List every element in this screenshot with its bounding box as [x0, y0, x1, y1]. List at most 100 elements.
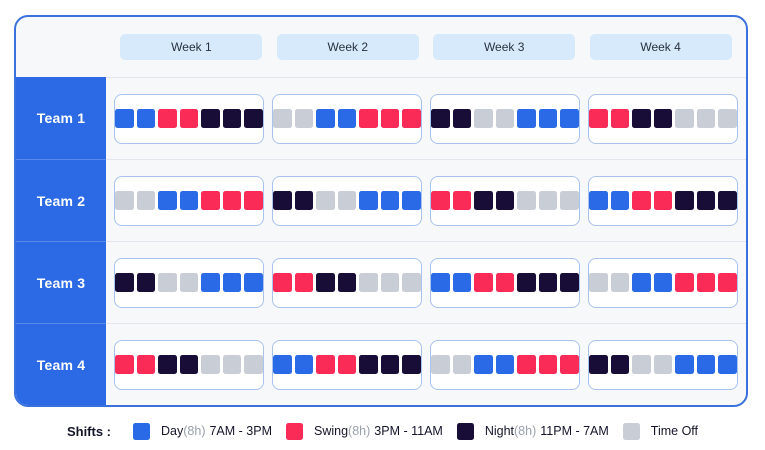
- legend-swatch-night: [456, 422, 474, 440]
- team-row: Team 4: [16, 323, 746, 405]
- shift-square-night: [244, 109, 263, 128]
- shift-square-day: [380, 191, 400, 210]
- shift-square-swing: [431, 191, 450, 210]
- shift-square-timeoff: [273, 109, 292, 128]
- schedule-cell: [272, 93, 422, 144]
- shift-square-timeoff: [359, 273, 378, 292]
- legend-shift-name: Day: [161, 424, 184, 438]
- legend-item-night: Night (8h) 11PM - 7AM: [456, 422, 609, 440]
- schedule-cell: [430, 175, 580, 226]
- schedule-cell: [272, 175, 422, 226]
- shift-square-timeoff: [222, 355, 242, 374]
- shift-square-day: [718, 355, 737, 374]
- team-week-cells: [106, 241, 746, 323]
- shift-square-swing: [653, 191, 673, 210]
- legend-shift-hours: (8h): [514, 424, 537, 438]
- shift-square-night: [538, 273, 558, 292]
- week-badge: Week 2: [276, 34, 419, 60]
- team-row: Team 1: [16, 77, 746, 159]
- week-badge: Week 3: [433, 34, 576, 60]
- shift-square-night: [474, 191, 493, 210]
- shift-square-swing: [718, 273, 737, 292]
- shift-square-timeoff: [244, 355, 263, 374]
- shift-square-day: [452, 273, 472, 292]
- shift-square-swing: [696, 273, 716, 292]
- shift-square-timeoff: [589, 273, 608, 292]
- shift-square-day: [402, 191, 421, 210]
- shift-square-day: [696, 355, 716, 374]
- schedule-cell: [272, 339, 422, 390]
- shift-square-night: [158, 355, 177, 374]
- shift-square-day: [222, 273, 242, 292]
- shift-square-night: [675, 191, 694, 210]
- schedule-cell: [430, 339, 580, 390]
- shift-square-swing: [158, 109, 177, 128]
- legend-shift-time: 11PM - 7AM: [540, 424, 609, 438]
- shift-square-swing: [244, 191, 263, 210]
- shift-square-day: [337, 109, 357, 128]
- shift-square-day: [316, 109, 335, 128]
- shift-square-swing: [222, 191, 242, 210]
- shift-square-night: [201, 109, 220, 128]
- shift-square-timeoff: [380, 273, 400, 292]
- shift-square-swing: [380, 109, 400, 128]
- shift-square-day: [273, 355, 292, 374]
- team-label: Team 1: [16, 77, 106, 159]
- shift-square-night: [115, 273, 134, 292]
- schedule-cell: [588, 257, 738, 308]
- shift-square-night: [452, 109, 472, 128]
- shift-square-swing: [452, 191, 472, 210]
- shift-square-night: [136, 273, 156, 292]
- shift-square-swing: [179, 109, 199, 128]
- shift-square-swing: [316, 355, 335, 374]
- shift-square-day: [610, 191, 630, 210]
- schedule-cell: [588, 93, 738, 144]
- team-label: Team 2: [16, 159, 106, 241]
- team-row: Team 2: [16, 159, 746, 241]
- shift-square-timeoff: [179, 273, 199, 292]
- shift-square-night: [517, 273, 536, 292]
- shift-square-swing: [294, 273, 314, 292]
- shift-square-swing: [675, 273, 694, 292]
- shift-square-swing: [337, 355, 357, 374]
- shift-square-swing: [517, 355, 536, 374]
- shift-square-timeoff: [158, 273, 177, 292]
- week-badge: Week 1: [120, 34, 263, 60]
- shift-square-timeoff: [560, 191, 579, 210]
- grid-body: Team 1 Team 2 Team 3 Team 4: [16, 77, 746, 405]
- schedule-cell: [114, 175, 264, 226]
- shift-square-swing: [632, 191, 651, 210]
- shift-square-day: [675, 355, 694, 374]
- shift-square-night: [222, 109, 242, 128]
- shift-square-night: [696, 191, 716, 210]
- shift-square-night: [337, 273, 357, 292]
- team-label: Team 4: [16, 323, 106, 405]
- shift-square-swing: [136, 355, 156, 374]
- legend-shift-name: Time Off: [650, 424, 699, 438]
- shift-square-swing: [610, 109, 630, 128]
- shift-square-timeoff: [337, 191, 357, 210]
- shift-square-night: [179, 355, 199, 374]
- legend-swatch-swing: [286, 422, 303, 440]
- legend-shift-time: 3PM - 11AM: [374, 424, 443, 438]
- shift-square-night: [273, 191, 292, 210]
- shift-square-swing: [201, 191, 220, 210]
- schedule-cell: [588, 175, 738, 226]
- shift-square-night: [718, 191, 737, 210]
- shift-square-timeoff: [653, 355, 673, 374]
- legend-shift-time: 7AM - 3PM: [209, 424, 272, 438]
- shift-square-day: [474, 355, 493, 374]
- shift-square-timeoff: [431, 355, 450, 374]
- shift-square-day: [560, 109, 579, 128]
- shift-square-swing: [115, 355, 134, 374]
- shift-square-night: [610, 355, 630, 374]
- shift-square-day: [495, 355, 515, 374]
- shift-square-day: [179, 191, 199, 210]
- team-week-cells: [106, 159, 746, 241]
- shift-square-day: [538, 109, 558, 128]
- shift-square-timeoff: [402, 273, 421, 292]
- shift-square-swing: [474, 273, 493, 292]
- board-header: Week 1 Week 2 Week 3 Week 4: [16, 17, 746, 77]
- shift-square-day: [115, 109, 134, 128]
- shift-square-night: [294, 191, 314, 210]
